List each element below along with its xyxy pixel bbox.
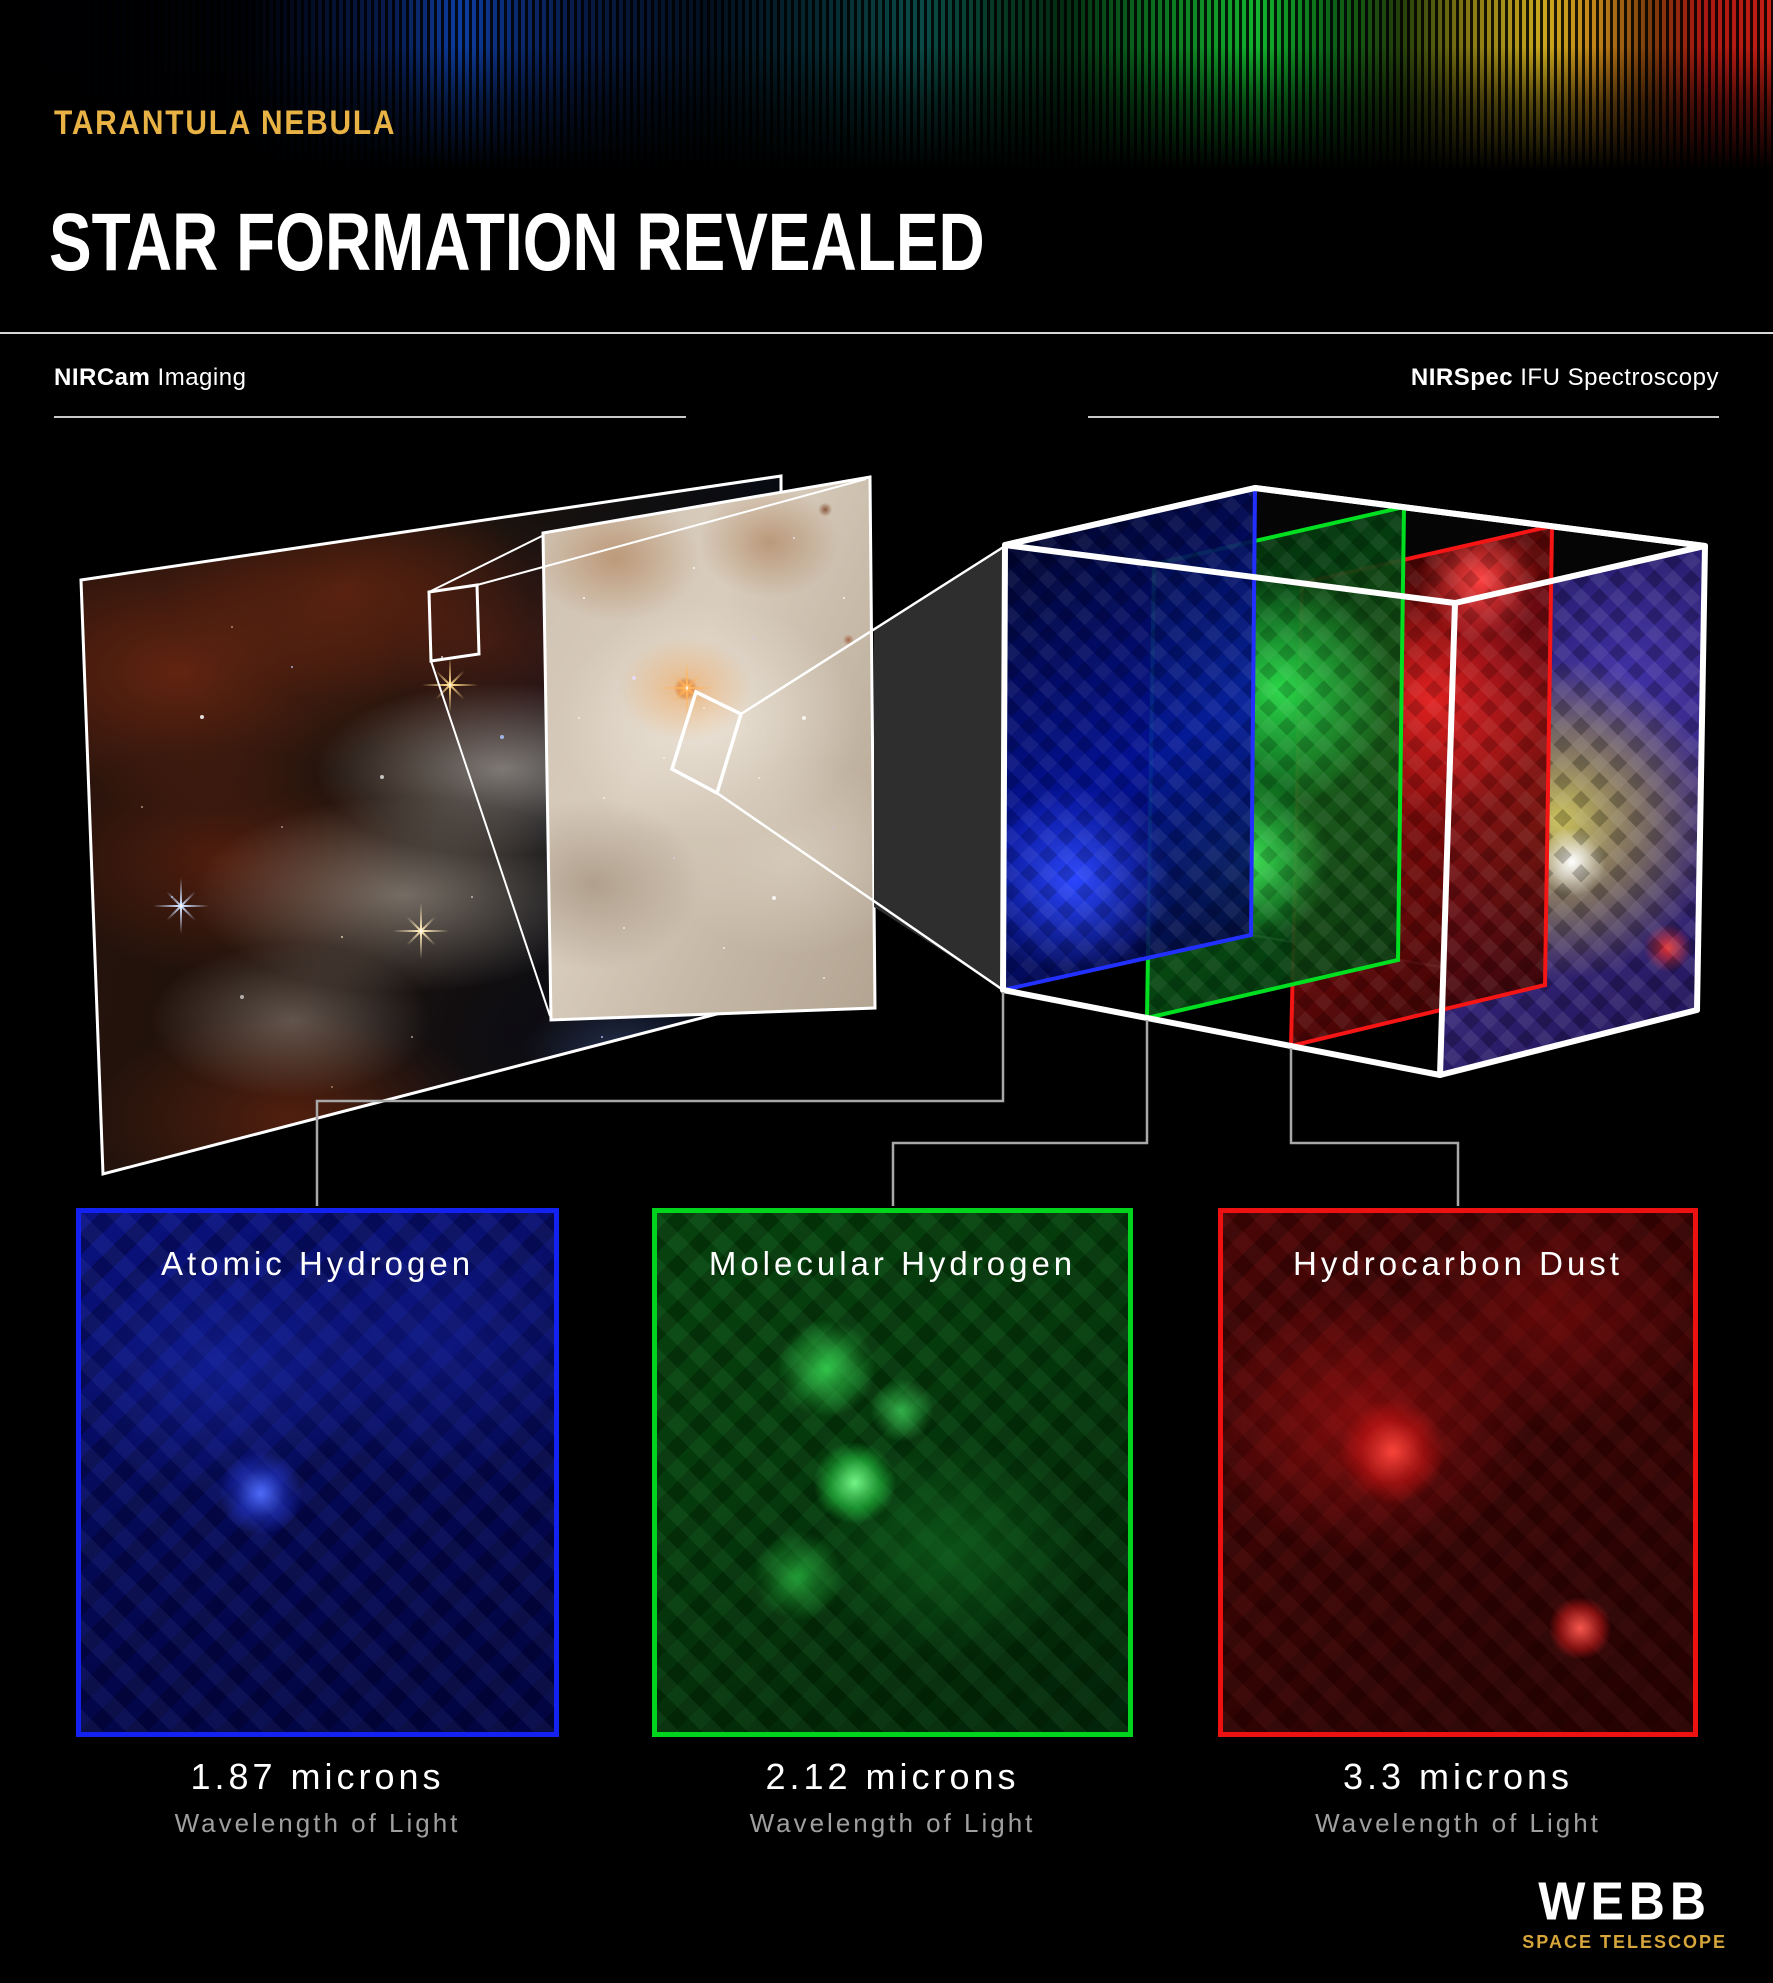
webb-logo-subtitle: SPACE TELESCOPE [1522,1932,1727,1952]
nirspec-label-bold: NIRSpec [1410,364,1514,391]
projection-frustum [874,546,1005,990]
cube-inner-edges [1002,487,1698,1012]
nirspec-underline [1088,416,1719,418]
header-divider [0,332,1773,334]
panel-title: Molecular Hydrogen [708,1245,1077,1282]
slice-hydrocarbon-dust [1288,523,1555,1049]
panel-title: Atomic Hydrogen [160,1245,475,1282]
panel-hydrocarbon-dust: Hydrocarbon Dust [1218,1208,1698,1737]
nircam-detail-image [541,475,877,1022]
wavelength-value: 1.87 microns [190,1756,445,1797]
spectroscopy-cube [1000,485,1708,1078]
nircam-label-rest: Imaging [150,364,247,391]
connector-molecular-hydrogen [891,1020,1149,1206]
wavelength-value: 3.3 microns [1342,1756,1574,1797]
wavelength-caption: Wavelength of Light [174,1808,461,1838]
webb-logo-wordmark: WEBB [1538,1870,1712,1932]
eyebrow-label: TARANTULA NEBULA [54,104,397,142]
panel-atomic-hydrogen: Atomic Hydrogen [76,1208,559,1737]
connector-hydrocarbon-dust [1289,1048,1460,1206]
wavelength-caption: Wavelength of Light [1315,1808,1601,1838]
spectrum-strip-decoration [0,0,1773,185]
panel-molecular-hydrogen: Molecular Hydrogen [652,1208,1133,1737]
nircam-detail-image-border [541,475,877,1022]
slice-molecular-hydrogen [1144,504,1407,1021]
cube-outline [1000,485,1708,1078]
caption-molecular-hydrogen: 2.12 microns Wavelength of Light [652,1756,1133,1839]
nircam-label-bold: NIRCam [54,364,151,391]
section-label-nirspec: NIRSpec IFU Spectroscopy [1411,364,1719,392]
section-label-nircam: NIRCam Imaging [54,364,246,392]
composite-face [1440,546,1705,1075]
slice-atomic-hydrogen [1000,485,1258,993]
wavelength-value: 2.12 microns [765,1756,1020,1797]
panel-title: Hydrocarbon Dust [1293,1245,1623,1282]
webb-logo: WEBB SPACE TELESCOPE [1522,1870,1727,1953]
caption-hydrocarbon-dust: 3.3 microns Wavelength of Light [1218,1756,1698,1839]
nircam-underline [54,416,686,418]
wavelength-caption: Wavelength of Light [749,1808,1036,1838]
page-title: STAR FORMATION REVEALED [49,197,985,288]
nirspec-label-rest: IFU Spectroscopy [1513,364,1719,391]
caption-atomic-hydrogen: 1.87 microns Wavelength of Light [76,1756,559,1839]
nircam-wide-image-border [79,474,784,1176]
cube-top-face [1002,485,1708,606]
